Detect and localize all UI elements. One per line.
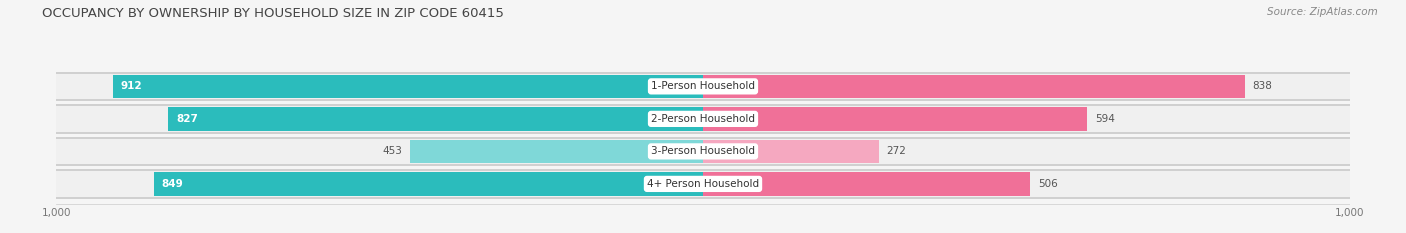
Text: 272: 272 <box>887 146 907 156</box>
Bar <box>153 172 703 196</box>
Bar <box>56 72 1350 101</box>
Text: 827: 827 <box>176 114 198 124</box>
Bar <box>56 104 1350 134</box>
Text: Source: ZipAtlas.com: Source: ZipAtlas.com <box>1267 7 1378 17</box>
Bar <box>703 75 1244 98</box>
Text: 453: 453 <box>382 146 402 156</box>
Bar <box>56 74 1350 99</box>
Bar <box>703 172 1031 196</box>
Text: 849: 849 <box>162 179 183 189</box>
Bar <box>56 139 1350 164</box>
Text: 594: 594 <box>1095 114 1115 124</box>
Bar <box>169 107 703 130</box>
Text: 3-Person Household: 3-Person Household <box>651 146 755 156</box>
Bar <box>56 137 1350 166</box>
Text: 2-Person Household: 2-Person Household <box>651 114 755 124</box>
Text: 838: 838 <box>1253 81 1272 91</box>
Text: OCCUPANCY BY OWNERSHIP BY HOUSEHOLD SIZE IN ZIP CODE 60415: OCCUPANCY BY OWNERSHIP BY HOUSEHOLD SIZE… <box>42 7 505 20</box>
Bar <box>411 140 703 163</box>
Bar <box>112 75 703 98</box>
Bar <box>56 169 1350 199</box>
Bar <box>56 171 1350 197</box>
Bar <box>703 107 1087 130</box>
Bar <box>56 106 1350 132</box>
Text: 506: 506 <box>1038 179 1057 189</box>
Bar <box>703 140 879 163</box>
Text: 1-Person Household: 1-Person Household <box>651 81 755 91</box>
Text: 4+ Person Household: 4+ Person Household <box>647 179 759 189</box>
Text: 912: 912 <box>121 81 142 91</box>
